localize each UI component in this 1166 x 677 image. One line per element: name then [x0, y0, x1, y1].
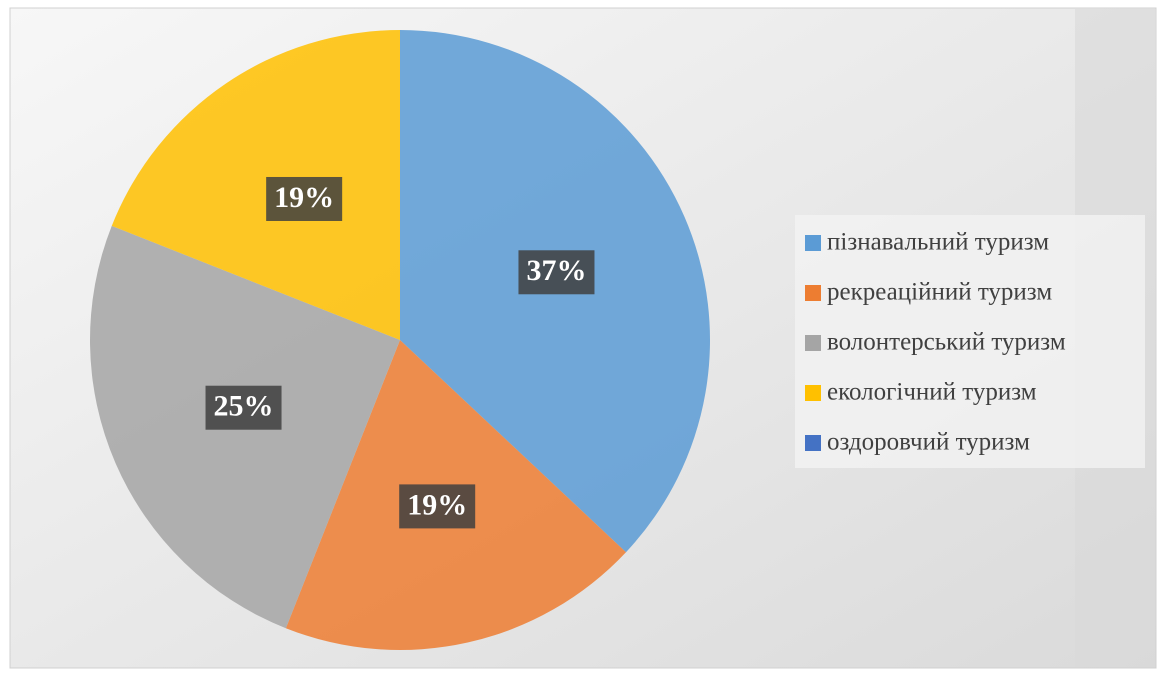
- legend-label: рекреаційний туризм: [827, 279, 1052, 306]
- data-label: 37%: [518, 250, 594, 294]
- legend-label: екологічний туризм: [827, 379, 1037, 406]
- legend-label: пізнавальний туризм: [827, 229, 1049, 256]
- legend-label: оздоровчий туризм: [827, 429, 1030, 456]
- legend-label: волонтерський туризм: [827, 329, 1066, 356]
- data-label-text: 37%: [526, 254, 586, 287]
- legend-swatch: [805, 285, 821, 301]
- data-label-text: 19%: [407, 488, 467, 521]
- legend-swatch: [805, 335, 821, 351]
- legend-swatch: [805, 385, 821, 401]
- legend-swatch: [805, 435, 821, 451]
- chart: 37% 19% 25% 19% пізнавальний туризм рекреаці…: [0, 0, 1166, 677]
- data-label-text: 25%: [214, 390, 274, 423]
- legend-swatch: [805, 235, 821, 251]
- pie: [90, 30, 710, 650]
- data-label: 19%: [266, 177, 342, 221]
- data-label: 19%: [399, 484, 475, 528]
- data-label: 25%: [206, 386, 282, 430]
- data-label-text: 19%: [274, 181, 334, 214]
